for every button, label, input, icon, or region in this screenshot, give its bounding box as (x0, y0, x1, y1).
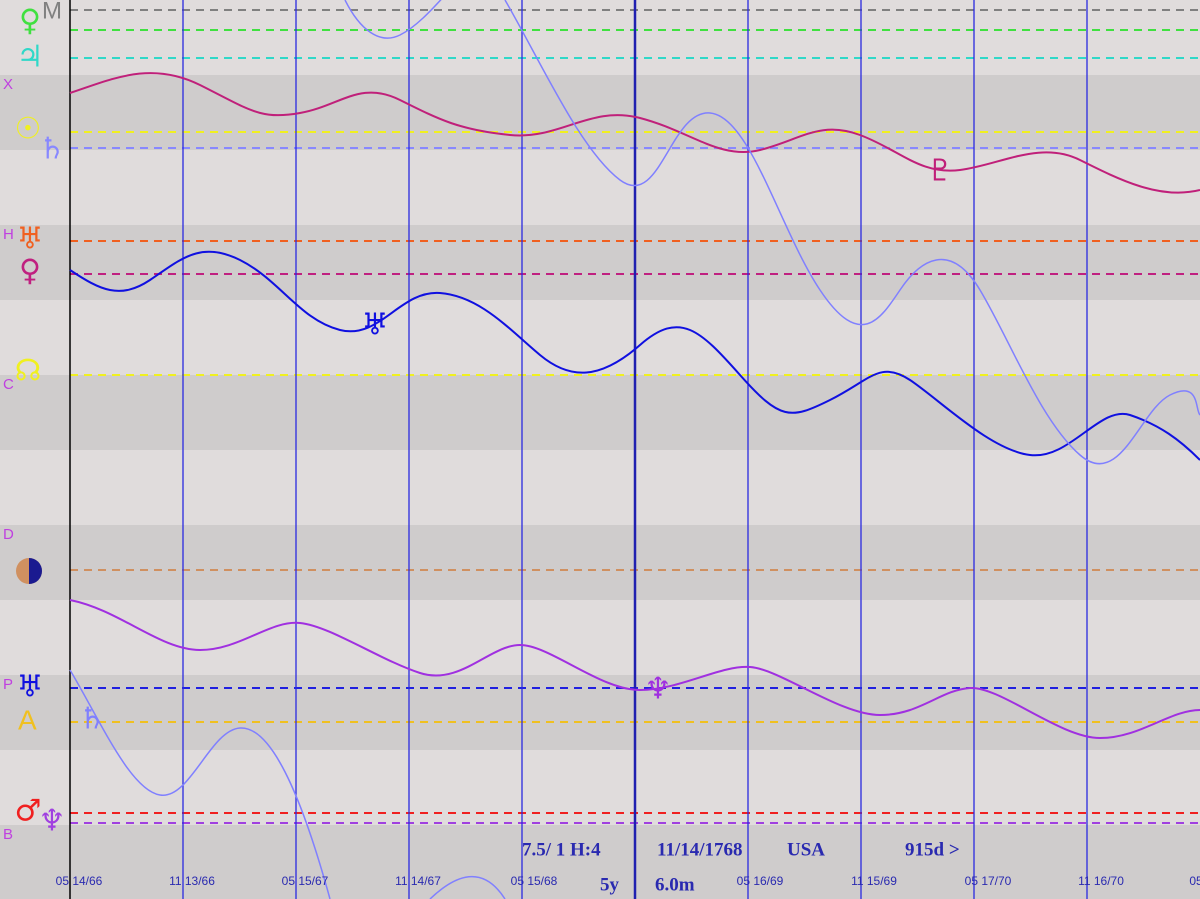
date-label: 11 15/69 (851, 874, 897, 888)
date-label: 05 15/68 (511, 874, 558, 888)
curve-glyphs: ♇ ♅ ♆ ♄ (79, 154, 954, 737)
moon-shade (29, 558, 42, 584)
glyph: ♅ (17, 222, 44, 257)
date-label: 05 17/70 (965, 874, 1012, 888)
date-label: 05 14/66 (56, 874, 103, 888)
place: USA (787, 839, 825, 860)
curves (69, 0, 1200, 899)
glyph: ♆ (39, 804, 66, 839)
date-label: 05 15/67 (282, 874, 329, 888)
side-label: C (3, 376, 14, 393)
side-label: H (3, 226, 14, 243)
span[interactable]: 915d > (905, 839, 960, 860)
glyph: ♅ (362, 308, 389, 343)
ratio: 7.5/ 1 H:4 (522, 839, 601, 860)
bands (0, 75, 1200, 899)
side-label: X (3, 76, 13, 93)
glyph: ♆ (645, 672, 672, 707)
side-labels: X H C D P B M A (3, 0, 62, 843)
step: 6.0m (655, 874, 695, 895)
date-axis: 05 14/66 11 13/66 05 15/67 11 14/67 05 1… (56, 874, 1200, 888)
date-label: 11 14/67 (395, 874, 441, 888)
years: 5y (600, 874, 620, 895)
glyph: ♂ (15, 794, 42, 829)
glyph: ♀ (19, 4, 41, 39)
glyph: ♄ (39, 132, 66, 167)
date-label: 11 16/70 (1078, 874, 1124, 888)
date-label: 05 16/69 (737, 874, 784, 888)
side-label: M (42, 0, 62, 24)
glyph: ☊ (15, 354, 42, 389)
glyph: ♇ (927, 154, 954, 189)
date-label: 11 13/66 (169, 874, 215, 888)
side-label: P (3, 676, 13, 693)
side-label: B (3, 826, 13, 843)
glyph: ♃ (17, 40, 44, 75)
chart-date: 11/14/1768 (657, 839, 743, 860)
glyph: ☉ (15, 112, 42, 147)
side-label: D (3, 526, 14, 543)
side-glyphs: ♀ ♃ ☉ ♄ ♅ ♀ ☊ ♅ ♂ ♆ (15, 4, 66, 839)
date-label: 05 (1189, 874, 1200, 888)
side-label: A (18, 704, 37, 735)
glyph: ♀ (19, 254, 41, 289)
glyph: ♅ (17, 670, 44, 705)
glyph: ♄ (79, 702, 106, 737)
time-grid (69, 0, 1088, 899)
status: 7.5/ 1 H:4 11/14/1768 USA 915d > 5y 6.0m (522, 839, 960, 895)
